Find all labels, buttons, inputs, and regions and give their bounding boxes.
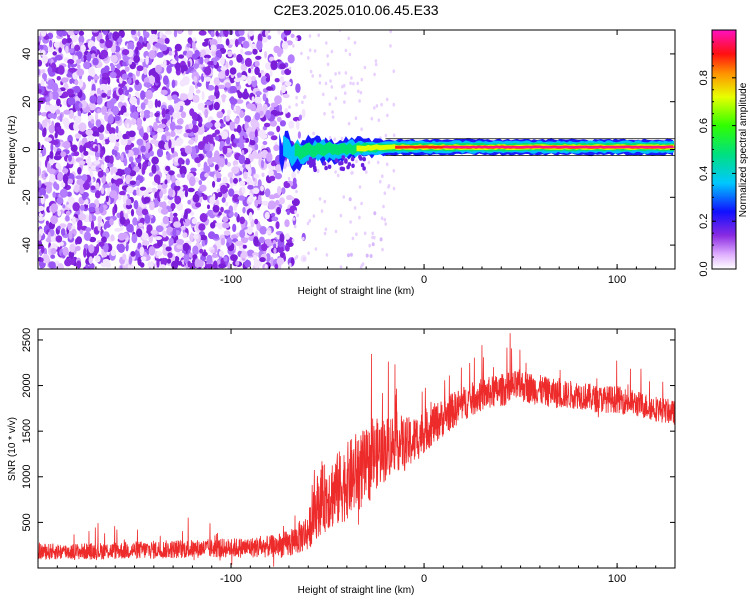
spectrogram-y-tick-label: 20 (21, 96, 33, 108)
snr-series-line (38, 333, 675, 567)
spectrogram-x-tick-label: -100 (220, 274, 242, 286)
colorbar: 0.0 0.2 0.4 0.6 0.8 Normalized spectral ampl… (698, 29, 749, 277)
snr-frame (37, 328, 676, 569)
snr-plot-area (38, 329, 675, 568)
snr-y-tick-label: 500 (21, 513, 33, 531)
colorbar-ticks: 0.0 0.2 0.4 0.6 0.8 (698, 29, 736, 277)
spectrogram-x-tick-label: 100 (608, 274, 626, 286)
spectrogram-y-tick-label: -40 (21, 237, 33, 253)
colorbar-tick-label: 0.6 (698, 118, 710, 133)
spectrogram-y-label: Frequency (Hz) (7, 116, 18, 185)
colorbar-tick-label: 0.8 (698, 70, 710, 85)
snr-x-tick-label: 100 (608, 573, 626, 585)
spectrogram-y-tick-label: 40 (21, 48, 33, 60)
spectrogram-marks (38, 30, 675, 269)
spectrogram-y-tick-label: -20 (21, 189, 33, 205)
snr-y-tick-label: 2000 (21, 373, 33, 397)
snr-x-tick-label: -100 (220, 573, 242, 585)
spectrogram-panel: -100 0 100 -40 -20 0 20 40 Height of straight l… (7, 29, 676, 297)
colorbar-gradient (712, 30, 736, 269)
chart-title: C2E3.2025.010.06.45.E33 (273, 2, 438, 18)
colorbar-tick-label: 0.2 (698, 214, 710, 229)
spectrogram-y-tick-label: 0 (21, 146, 33, 152)
snr-ticks: -100 0 100 500 1000 1500 2000 2500 (21, 328, 676, 585)
spectrogram-x-label: Height of straight line (km) (298, 286, 415, 297)
snr-y-tick-label: 2500 (21, 328, 33, 352)
snr-y-tick-label: 1000 (21, 465, 33, 489)
snr-panel: -100 0 100 500 1000 1500 2000 2500 Height of st… (7, 328, 676, 596)
colorbar-tick-label: 0.0 (698, 261, 710, 276)
snr-x-tick-label: 0 (421, 573, 427, 585)
snr-x-label: Height of straight line (km) (298, 585, 415, 596)
snr-y-tick-label: 1500 (21, 419, 33, 443)
colorbar-tick-label: 0.4 (698, 166, 710, 181)
colorbar-label: Normalized spectral amplitude (738, 82, 749, 217)
spectrogram-x-tick-label: 0 (421, 274, 427, 286)
snr-y-label: SNR (10 * v/v) (7, 417, 18, 481)
spectrogram-ticks: -100 0 100 -40 -20 0 20 40 (21, 30, 676, 286)
